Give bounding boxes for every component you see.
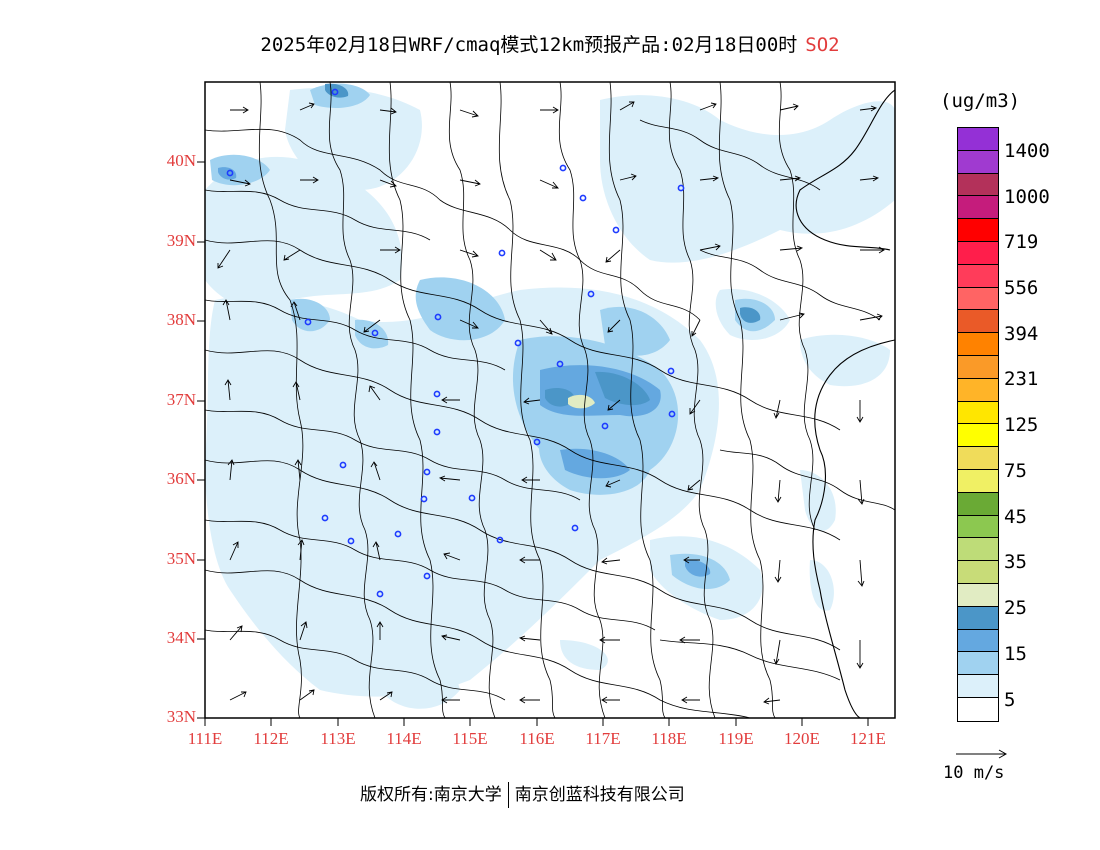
legend-swatch (958, 219, 998, 242)
wind-vectors (217, 101, 885, 705)
legend-label-719: 719 (1004, 231, 1039, 253)
legend-swatch (958, 652, 998, 676)
legend-swatch (958, 355, 998, 379)
legend-label-35: 35 (1004, 551, 1027, 573)
legend-label-25: 25 (1004, 597, 1027, 619)
lat-label-35n: 35N (166, 549, 196, 568)
lon-label-111e: 111E (187, 729, 223, 748)
legend-swatch (958, 310, 998, 334)
legend-swatch (958, 492, 998, 516)
map-title: 2025年02月18日WRF/cmaq模式12km预报产品:02月18日00时 S… (260, 34, 840, 56)
lat-label-33n: 33N (166, 707, 196, 726)
legend-label-394: 394 (1004, 323, 1039, 345)
legend-swatch (958, 515, 998, 539)
axis-ticks (197, 161, 869, 726)
legend-swatch (958, 447, 998, 470)
pollutant-label: SO2 (805, 34, 840, 56)
legend-label-5: 5 (1004, 689, 1016, 711)
lon-label-116e: 116E (519, 729, 555, 748)
legend-swatch (958, 675, 998, 698)
lon-label-112e: 112E (253, 729, 289, 748)
legend-swatch (958, 538, 998, 562)
lon-label-117e: 117E (585, 729, 621, 748)
legend-swatch (958, 469, 998, 493)
legend-swatch (958, 150, 998, 174)
legend-swatch (958, 583, 998, 607)
legend-unit: (ug/m3) (940, 90, 1021, 112)
lat-label-39n: 39N (166, 231, 196, 250)
lat-label-36n: 36N (166, 469, 196, 488)
legend-label-15: 15 (1004, 643, 1027, 665)
lon-label-120e: 120E (784, 729, 820, 748)
copyright-owner: 版权所有:南京大学 (360, 785, 502, 805)
legend-label-125: 125 (1004, 414, 1039, 436)
wind-reference-label: 10 m/s (943, 763, 1005, 783)
lon-label-114e: 114E (386, 729, 422, 748)
legend-label-1000: 1000 (1004, 186, 1050, 208)
legend-swatch (958, 333, 998, 356)
legend-swatch (958, 401, 998, 425)
legend-swatch (958, 264, 998, 288)
wind-reference-arrow (956, 749, 1008, 759)
footer-divider (507, 782, 509, 808)
legend-swatch (958, 173, 998, 197)
map-frame (204, 81, 896, 719)
admin-boundaries (205, 82, 895, 718)
lat-label-37n: 37N (166, 390, 196, 409)
legend-swatch (958, 629, 998, 653)
coastline (795, 89, 895, 718)
legend-label-231: 231 (1004, 368, 1039, 390)
legend-swatch (958, 378, 998, 402)
lat-label-40n: 40N (166, 151, 196, 170)
legend-swatch (958, 196, 998, 220)
legend-swatch (958, 606, 998, 630)
legend-label-1400: 1400 (1004, 140, 1050, 162)
legend-label-556: 556 (1004, 277, 1039, 299)
copyright-footer: 版权所有:南京大学 南京创蓝科技有限公司 (360, 780, 685, 808)
legend-swatch (958, 128, 998, 151)
city-markers (226, 88, 685, 598)
lon-label-119e: 119E (718, 729, 754, 748)
lon-label-118e: 118E (651, 729, 687, 748)
copyright-company: 南京创蓝科技有限公司 (514, 785, 685, 805)
lon-label-115e: 115E (452, 729, 488, 748)
lat-label-34n: 34N (166, 628, 196, 647)
legend-swatch (958, 697, 998, 721)
legend-swatch (958, 424, 998, 448)
lon-label-113e: 113E (320, 729, 356, 748)
concentration-shading (205, 83, 895, 709)
lat-label-38n: 38N (166, 310, 196, 329)
legend-swatch (958, 241, 998, 265)
legend-label-45: 45 (1004, 506, 1027, 528)
legend-swatch (958, 287, 998, 311)
color-legend (957, 127, 999, 722)
legend-swatch (958, 561, 998, 584)
legend-label-75: 75 (1004, 460, 1027, 482)
lon-label-121e: 121E (850, 729, 886, 748)
